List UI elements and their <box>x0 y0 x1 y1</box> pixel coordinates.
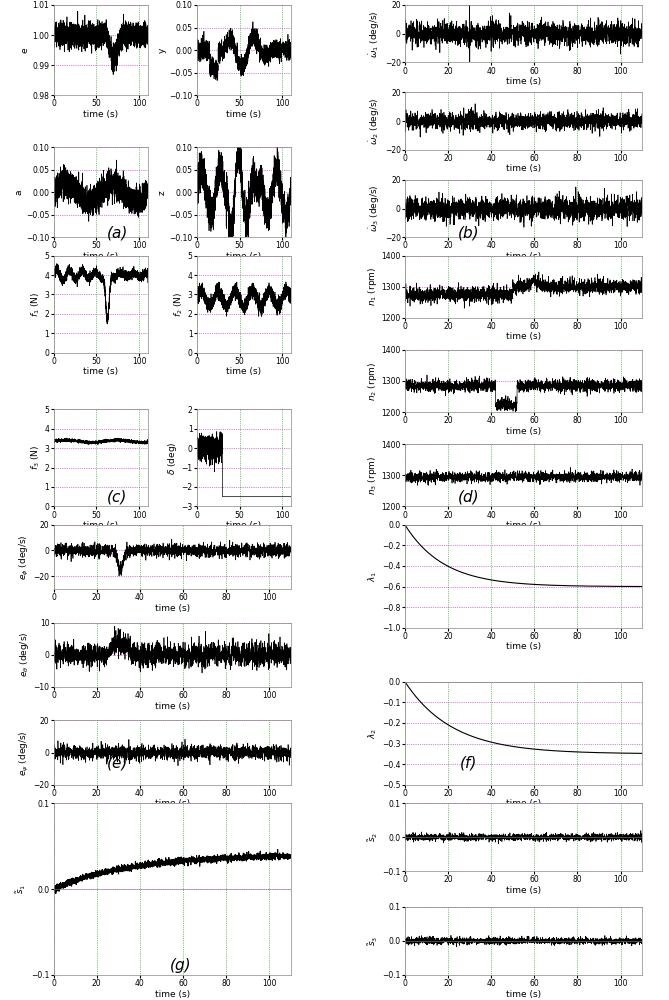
Y-axis label: $f_1$ (N): $f_1$ (N) <box>29 292 41 317</box>
Y-axis label: $e_{\phi}$ (deg/s): $e_{\phi}$ (deg/s) <box>17 534 31 580</box>
X-axis label: time (s): time (s) <box>506 252 541 261</box>
Text: (e): (e) <box>106 755 128 770</box>
X-axis label: time (s): time (s) <box>506 799 541 808</box>
Y-axis label: $f_2$ (N): $f_2$ (N) <box>173 292 185 317</box>
X-axis label: time (s): time (s) <box>506 642 541 651</box>
Y-axis label: $\tilde{s}_3$: $\tilde{s}_3$ <box>366 936 379 946</box>
X-axis label: time (s): time (s) <box>506 77 541 86</box>
X-axis label: time (s): time (s) <box>226 367 262 376</box>
Text: (b): (b) <box>458 226 479 241</box>
Y-axis label: $e_{\theta}$ (deg/s): $e_{\theta}$ (deg/s) <box>17 632 31 677</box>
Y-axis label: $f_3$ (N): $f_3$ (N) <box>29 445 41 470</box>
X-axis label: time (s): time (s) <box>155 799 190 808</box>
Y-axis label: $\lambda_2$: $\lambda_2$ <box>367 728 379 739</box>
Y-axis label: $\dot{\omega}_2$ (deg/s): $\dot{\omega}_2$ (deg/s) <box>368 97 382 145</box>
X-axis label: time (s): time (s) <box>83 367 118 376</box>
X-axis label: time (s): time (s) <box>155 702 190 711</box>
Y-axis label: $\dot{\omega}_3$ (deg/s): $\dot{\omega}_3$ (deg/s) <box>368 185 382 232</box>
Y-axis label: $e_{\psi}$ (deg/s): $e_{\psi}$ (deg/s) <box>17 730 31 776</box>
Y-axis label: $n_1$ (rpm): $n_1$ (rpm) <box>365 267 379 306</box>
Text: (c): (c) <box>107 490 127 505</box>
Y-axis label: z: z <box>157 190 167 195</box>
X-axis label: time (s): time (s) <box>506 427 541 436</box>
Text: (g): (g) <box>170 958 191 973</box>
Y-axis label: $\lambda_1$: $\lambda_1$ <box>367 571 379 582</box>
X-axis label: time (s): time (s) <box>155 604 190 613</box>
Text: (d): (d) <box>458 490 479 505</box>
Y-axis label: y: y <box>157 47 167 53</box>
Y-axis label: $\tilde{s}_1$: $\tilde{s}_1$ <box>15 884 28 894</box>
Y-axis label: $\dot{\omega}_1$ (deg/s): $\dot{\omega}_1$ (deg/s) <box>368 10 382 58</box>
Y-axis label: a: a <box>14 189 23 195</box>
Y-axis label: $n_2$ (rpm): $n_2$ (rpm) <box>365 361 379 401</box>
Text: (a): (a) <box>106 226 128 241</box>
X-axis label: time (s): time (s) <box>506 990 541 999</box>
X-axis label: time (s): time (s) <box>506 886 541 895</box>
X-axis label: time (s): time (s) <box>226 252 262 261</box>
X-axis label: time (s): time (s) <box>226 110 262 119</box>
X-axis label: time (s): time (s) <box>226 521 262 530</box>
Y-axis label: $\tilde{s}_2$: $\tilde{s}_2$ <box>366 832 379 842</box>
Text: (f): (f) <box>460 755 477 770</box>
Y-axis label: $\delta$ (deg): $\delta$ (deg) <box>165 441 179 475</box>
X-axis label: time (s): time (s) <box>506 521 541 530</box>
Y-axis label: e: e <box>21 47 29 53</box>
X-axis label: time (s): time (s) <box>83 252 118 261</box>
X-axis label: time (s): time (s) <box>83 110 118 119</box>
X-axis label: time (s): time (s) <box>506 332 541 341</box>
Y-axis label: $n_3$ (rpm): $n_3$ (rpm) <box>365 456 379 495</box>
X-axis label: time (s): time (s) <box>155 990 190 999</box>
X-axis label: time (s): time (s) <box>83 521 118 530</box>
X-axis label: time (s): time (s) <box>506 164 541 173</box>
